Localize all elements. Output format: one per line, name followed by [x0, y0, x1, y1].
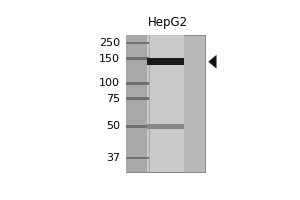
Bar [126, 82, 149, 85]
Bar [147, 124, 184, 129]
Bar [147, 58, 184, 65]
Text: HepG2: HepG2 [148, 16, 188, 29]
Polygon shape [208, 55, 217, 69]
Bar [126, 35, 149, 172]
Bar [126, 35, 205, 172]
Text: 100: 100 [99, 78, 120, 88]
Text: 250: 250 [99, 38, 120, 48]
Bar [126, 42, 149, 44]
Bar [126, 157, 149, 159]
Text: 75: 75 [106, 94, 120, 104]
Text: 37: 37 [106, 153, 120, 163]
Bar [126, 125, 149, 128]
Text: 50: 50 [106, 121, 120, 131]
Text: 150: 150 [99, 54, 120, 64]
Bar [126, 57, 149, 60]
Bar [126, 97, 149, 100]
Bar [147, 35, 184, 172]
